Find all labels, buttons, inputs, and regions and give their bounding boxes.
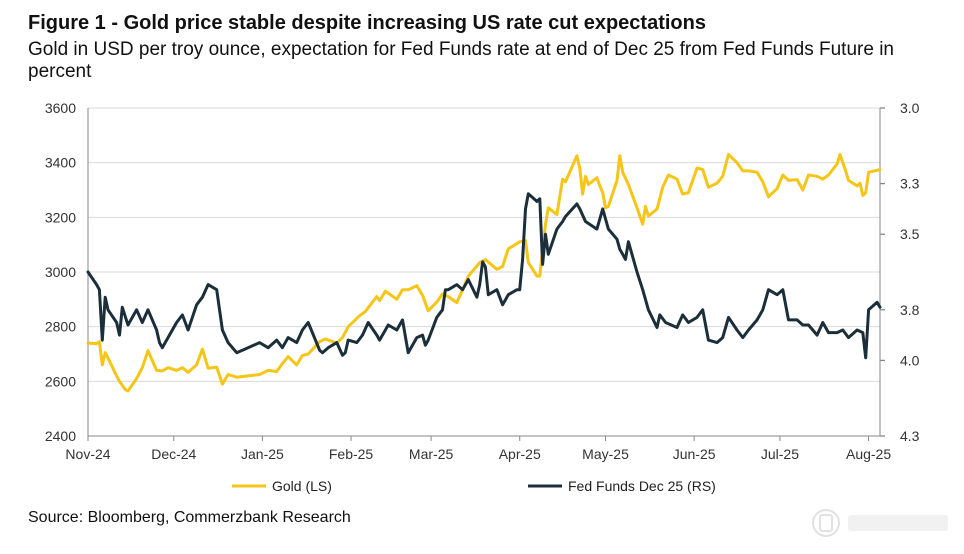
legend-label: Fed Funds Dec 25 (RS) [568, 478, 716, 494]
y-right-tick-label: 3.3 [900, 176, 920, 192]
dual-axis-line-chart: 2400 2600 2800 3000 3200 3400 3600 3.0 3.3 3.5 3.8… [45, 100, 920, 494]
series-line-1 [86, 192, 882, 360]
figure-subtitle: Gold in USD per troy ounce, expectation … [28, 39, 894, 82]
y-right-tick-label: 4.3 [900, 428, 920, 444]
legend-label: Gold (LS) [272, 478, 332, 494]
y-right-tick-label: 3.0 [900, 100, 920, 116]
y-left-tick-label: 3000 [45, 264, 76, 280]
y-right-tick-label: 4.0 [900, 352, 920, 368]
x-tick-label: Dec-24 [151, 446, 196, 462]
figure-title: Figure 1 - Gold price stable despite inc… [28, 12, 706, 34]
legend: Gold (LS) Fed Funds Dec 25 (RS) [232, 478, 716, 494]
y-left-tick-label: 2400 [45, 428, 76, 444]
axes: 2400 2600 2800 3000 3200 3400 3600 3.0 3.3 3.5 3.8… [45, 100, 920, 462]
x-tick-label: May-25 [582, 446, 629, 462]
x-tick-label: Nov-24 [65, 446, 110, 462]
y-left-tick-label: 2600 [45, 373, 76, 389]
y-left-tick-label: 3200 [45, 209, 76, 225]
y-left-tick-label: 3600 [45, 100, 76, 116]
y-right-tick-label: 3.8 [900, 302, 920, 318]
watermark-logo [808, 498, 958, 548]
series-line-0 [86, 153, 882, 393]
x-tick-label: Mar-25 [409, 446, 454, 462]
x-tick-label: Jan-25 [241, 446, 284, 462]
source-note: Source: Bloomberg, Commerzbank Research [28, 509, 351, 526]
x-tick-label: Apr-25 [499, 446, 541, 462]
y-right-tick-label: 3.5 [900, 226, 920, 242]
x-tick-label: Feb-25 [329, 446, 374, 462]
y-left-tick-label: 3400 [45, 155, 76, 171]
x-tick-label: Jul-25 [761, 446, 799, 462]
x-tick-label: Jun-25 [673, 446, 716, 462]
y-left-tick-label: 2800 [45, 319, 76, 335]
gridlines [88, 107, 880, 382]
series-lines [86, 153, 882, 393]
x-tick-label: Aug-25 [846, 446, 891, 462]
